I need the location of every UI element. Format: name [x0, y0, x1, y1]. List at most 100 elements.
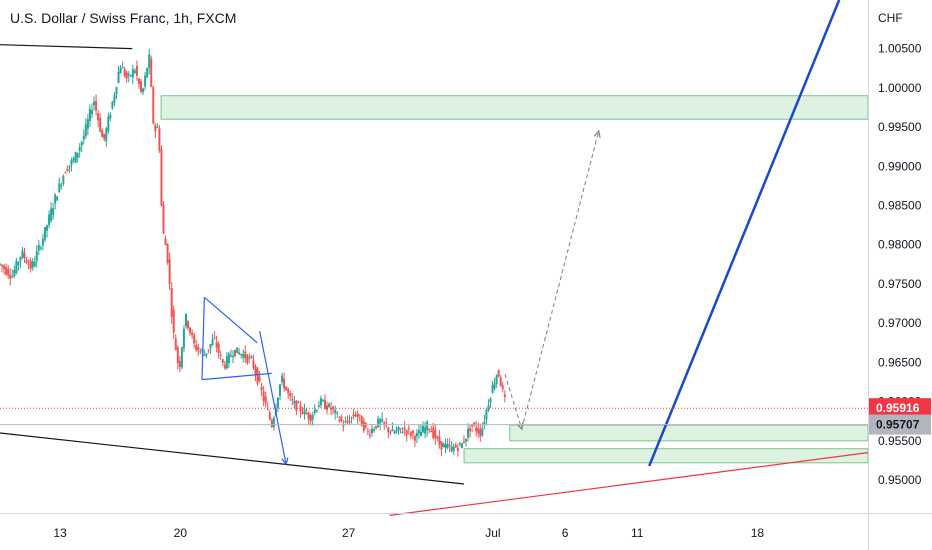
candle-body — [182, 328, 185, 349]
candle-body — [25, 260, 28, 264]
x-tick-label: 11 — [631, 526, 644, 540]
candle-body — [95, 100, 98, 111]
candle-body — [211, 339, 214, 346]
candle-body — [497, 370, 500, 377]
candle-body — [442, 443, 445, 448]
candle-body — [485, 410, 488, 420]
pennant-lower — [201, 372, 272, 381]
candle-body — [440, 441, 443, 450]
candle-body — [148, 54, 151, 68]
candle-body — [107, 116, 110, 132]
candle-body — [101, 130, 104, 138]
candle-body — [162, 204, 165, 234]
candle-body — [135, 65, 138, 76]
candle-body — [115, 87, 118, 94]
candle-body — [430, 430, 433, 432]
candle-body — [358, 414, 361, 416]
y-tick-label: 0.99000 — [878, 159, 922, 173]
candle-body — [154, 125, 157, 132]
candle-body — [90, 110, 93, 115]
candle-body — [495, 375, 498, 385]
candle-body — [193, 335, 196, 344]
candle-body — [125, 72, 128, 79]
chart-title: U.S. Dollar / Swiss Franc, 1h, FXCM — [10, 10, 237, 26]
candle-body — [303, 409, 306, 414]
candle-body — [289, 393, 292, 397]
candle-body — [387, 427, 390, 433]
candle-body — [272, 417, 275, 428]
resistance-zone — [160, 95, 869, 120]
candle-body — [168, 259, 171, 284]
y-tick-label: 0.99500 — [878, 120, 922, 134]
projection-dash-down — [504, 374, 523, 430]
candle-body — [462, 441, 465, 443]
candle-body — [391, 429, 394, 432]
candle-body — [166, 244, 169, 263]
candle-body — [334, 409, 337, 413]
candle-body — [432, 427, 435, 439]
y-tick-label: 0.95000 — [878, 473, 922, 487]
candle-body — [422, 425, 425, 433]
candle-body — [409, 432, 412, 437]
candle-body — [448, 444, 451, 446]
candle-body — [307, 412, 310, 420]
y-tick-label: 0.97500 — [878, 277, 922, 291]
candle-body — [301, 412, 304, 414]
candle-body — [82, 135, 85, 140]
price-tag-label-2: 0.95707 — [876, 418, 920, 432]
candle-body — [248, 357, 251, 359]
candle-body — [68, 165, 71, 168]
candle-body — [3, 265, 6, 270]
candle-body — [236, 347, 239, 353]
candle-body — [405, 430, 408, 435]
candle-body — [464, 438, 467, 442]
candle-body — [43, 227, 46, 240]
candle-body — [291, 399, 294, 401]
projection-up-arrowhead — [593, 129, 601, 138]
candle-body — [13, 270, 16, 277]
candle-body — [191, 332, 194, 336]
candle-body — [305, 412, 308, 415]
candle-body — [287, 388, 290, 394]
candle-body — [309, 414, 312, 422]
candle-body — [238, 352, 241, 355]
candle-body — [487, 405, 490, 411]
x-tick-label: 20 — [174, 526, 188, 540]
candle-body — [39, 247, 42, 249]
candle-body — [121, 67, 124, 69]
candle-body — [354, 414, 357, 416]
candle-body — [213, 337, 216, 339]
candle-body — [242, 354, 245, 358]
candle-body — [397, 426, 400, 431]
candle-body — [164, 238, 167, 246]
candle-body — [223, 364, 226, 369]
candle-body — [234, 349, 237, 356]
candle-body — [262, 391, 265, 401]
candle-body — [381, 418, 384, 422]
candle-body — [295, 400, 298, 411]
candle-body — [160, 149, 163, 206]
candle-body — [170, 288, 173, 317]
candle-body — [503, 394, 506, 397]
candle-body — [37, 245, 40, 251]
candle-body — [256, 368, 259, 384]
candle-body — [389, 431, 392, 433]
candle-body — [187, 321, 190, 329]
candle-body — [342, 424, 345, 427]
projection-dash-up — [521, 130, 600, 430]
candle-body — [313, 409, 316, 413]
candle-body — [340, 416, 343, 422]
blue-projection-line — [648, 0, 841, 467]
candle-body — [323, 400, 326, 409]
candle-body — [317, 405, 320, 408]
candle-body — [21, 250, 24, 258]
y-tick-label: 1.00000 — [878, 81, 922, 95]
candle-body — [399, 428, 402, 430]
candle-body — [407, 428, 410, 430]
candle-body — [172, 309, 175, 333]
candle-body — [9, 274, 12, 279]
candle-body — [417, 430, 420, 434]
candle-body — [66, 168, 69, 172]
candle-body — [46, 225, 49, 231]
candle-body — [260, 386, 263, 391]
